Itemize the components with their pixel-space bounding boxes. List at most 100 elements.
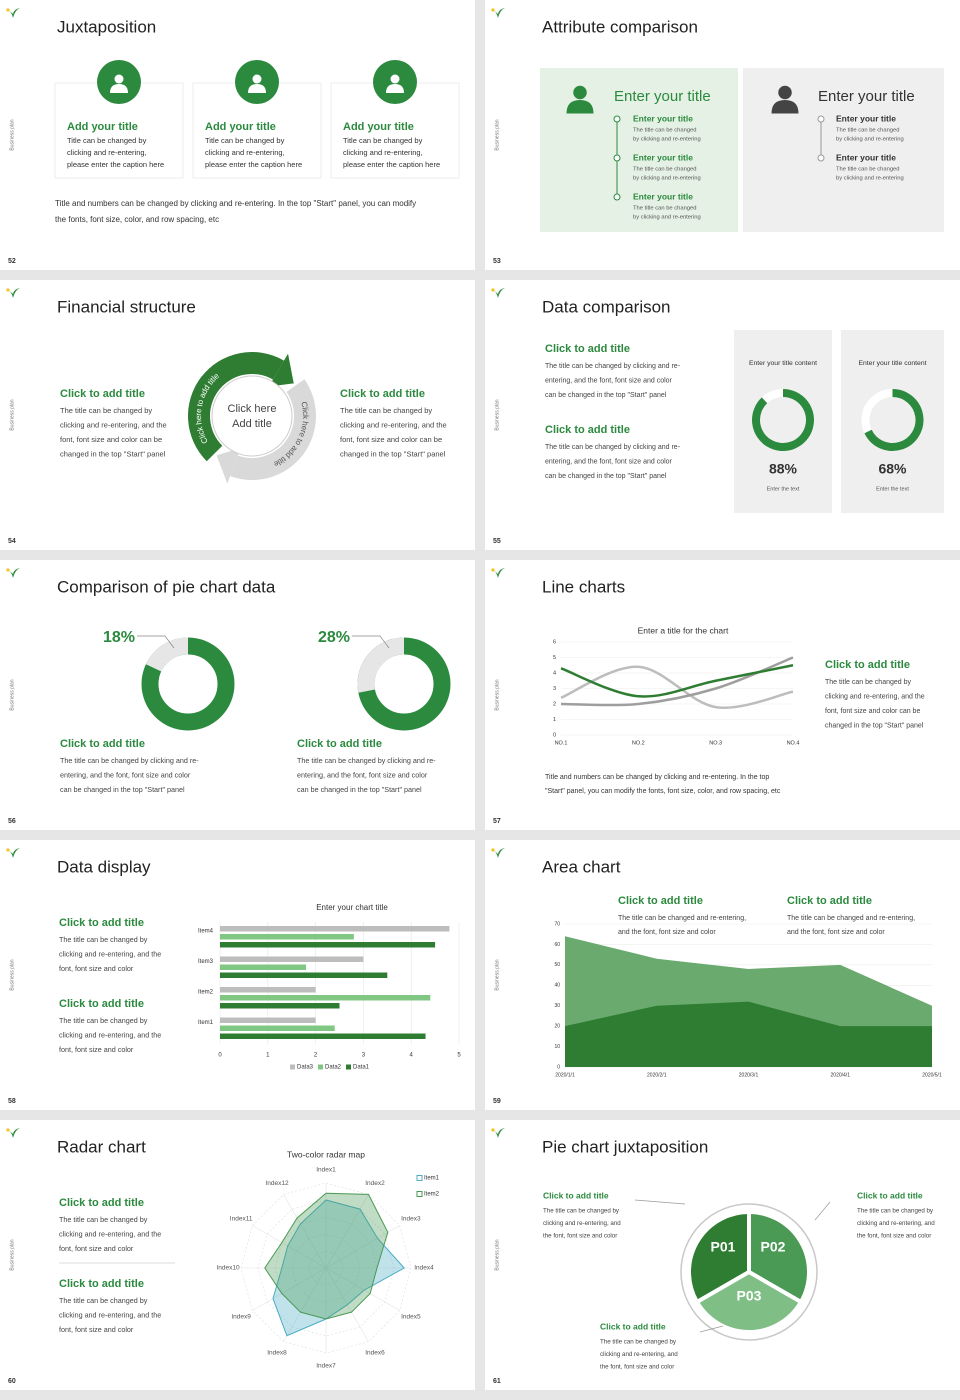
slide-number: 53 xyxy=(493,258,501,265)
block-title: Click to add title xyxy=(857,1190,923,1200)
item-text: The title can be changed xyxy=(836,128,900,134)
y-tick-label: 3 xyxy=(553,686,556,692)
radar-label: Index11 xyxy=(230,1216,253,1223)
card-text: clicking and re-entering, xyxy=(67,148,147,157)
radar-spoke xyxy=(325,1194,369,1269)
slide-number: 57 xyxy=(493,818,501,825)
panel-title: Enter your title xyxy=(614,88,711,105)
side-label: Business plan xyxy=(494,679,500,710)
slide-title: Financial structure xyxy=(57,297,196,316)
item-title: Enter your title xyxy=(633,113,693,123)
center-text: Click here xyxy=(228,403,277,415)
slide-number: 59 xyxy=(493,1098,501,1105)
line-series xyxy=(560,664,794,698)
ring-segment xyxy=(188,352,284,462)
slide-title: Radar chart xyxy=(57,1137,146,1156)
slide-title: Pie chart juxtaposition xyxy=(542,1137,708,1156)
radar-label: Index6 xyxy=(365,1350,385,1357)
outer-ring xyxy=(680,1203,818,1341)
panel xyxy=(743,68,944,232)
logo-wing xyxy=(6,1128,20,1138)
x-tick-label: NO.4 xyxy=(787,740,800,746)
donut-arc xyxy=(357,637,405,693)
bar xyxy=(220,1033,426,1039)
block-text: The title can be changed by xyxy=(59,1296,148,1305)
slide-number: 61 xyxy=(493,1378,501,1385)
slide-title: Data comparison xyxy=(542,297,671,316)
block-text: changed in the top "Start" panel xyxy=(825,722,924,729)
block-text: entering, and the font, font size and co… xyxy=(545,377,673,384)
block-title: Click to add title xyxy=(59,1197,144,1209)
block-text: clicking and re-entering, and the xyxy=(59,1310,161,1319)
slide xyxy=(0,1120,475,1390)
block-text: clicking and re-entering, and the xyxy=(340,420,447,429)
block-text: entering, and the font, font size and co… xyxy=(545,458,673,465)
block-title: Click to add title xyxy=(545,424,630,436)
slide-title: Line charts xyxy=(542,577,625,596)
x-tick-label: 3 xyxy=(362,1053,366,1059)
value-label: 28% xyxy=(318,629,350,646)
block-text: changed in the top "Start" panel xyxy=(340,449,446,458)
radar-label: Index8 xyxy=(267,1350,287,1357)
block-text: clicking and re-entering, and the xyxy=(59,949,161,958)
radar-label: Index2 xyxy=(365,1180,385,1187)
leader-line xyxy=(137,635,175,649)
panel-title: Enter your title xyxy=(818,88,915,105)
card xyxy=(841,330,944,513)
block-title: Click to add title xyxy=(297,738,382,750)
logo-dot xyxy=(6,288,10,292)
radar-label: Index9 xyxy=(231,1314,251,1321)
card-text: please enter the caption here xyxy=(205,160,302,169)
y-tick-label: 2 xyxy=(553,701,556,707)
block-text: the font, font size and color xyxy=(600,1364,674,1371)
block-text: The title can be changed by xyxy=(59,935,148,944)
x-tick-label: 2020/4/1 xyxy=(831,1072,851,1078)
radar-label: Index10 xyxy=(216,1265,240,1272)
timeline-dot xyxy=(817,154,825,162)
radar-spoke xyxy=(283,1267,327,1342)
card-title: Add your title xyxy=(343,121,414,133)
radar-label: Index7 xyxy=(316,1363,336,1370)
note: the fonts, font size, color, and row spa… xyxy=(55,215,219,224)
item-title: Enter your title xyxy=(836,152,896,162)
block-title: Click to add title xyxy=(60,388,145,400)
radar-label: Index12 xyxy=(265,1180,289,1187)
bar xyxy=(220,956,364,962)
y-tick-label: 60 xyxy=(554,942,560,948)
block-text: The title can be changed by clicking and… xyxy=(60,756,199,765)
block-title: Click to add title xyxy=(59,1278,144,1290)
icon-head xyxy=(114,74,124,84)
center-circle xyxy=(211,375,293,457)
radar-spoke xyxy=(325,1267,400,1311)
card-text: Title can be changed by xyxy=(205,136,285,145)
logo-wing xyxy=(491,568,505,578)
block-text: the font, font size and color xyxy=(543,1233,617,1240)
block-text: clicking and re-entering, and the xyxy=(60,420,167,429)
legend-swatch xyxy=(416,1191,423,1197)
y-tick-label: Item3 xyxy=(198,959,214,965)
block-text: The title can be changed by clicking and… xyxy=(297,756,436,765)
block-title: Click to add title xyxy=(600,1321,666,1331)
y-tick-label: 40 xyxy=(554,983,560,989)
y-tick-label: 1 xyxy=(553,717,556,723)
y-tick-label: Item2 xyxy=(198,990,214,996)
item-text: by clicking and re-entering xyxy=(836,137,904,143)
slide-number: 54 xyxy=(8,538,16,545)
card-header: Enter your title content xyxy=(749,360,817,367)
item-text: The title can be changed xyxy=(633,167,697,173)
y-tick-label: Item4 xyxy=(198,929,214,935)
block-title: Click to add title xyxy=(59,998,144,1010)
center-text: Add title xyxy=(232,418,272,430)
area-series xyxy=(565,1001,932,1067)
card-caption: Enter the text xyxy=(767,486,800,492)
card-text: Title can be changed by xyxy=(67,136,147,145)
connector xyxy=(699,1325,724,1333)
block-text: font, font size and color xyxy=(59,1325,134,1334)
bar xyxy=(220,1025,335,1031)
note: Title and numbers can be changed by clic… xyxy=(545,774,769,781)
item-text: The title can be changed xyxy=(836,167,900,173)
item-text: The title can be changed xyxy=(633,206,697,212)
block-text: clicking and re-entering, and the xyxy=(825,693,925,700)
legend-swatch xyxy=(290,1064,295,1070)
